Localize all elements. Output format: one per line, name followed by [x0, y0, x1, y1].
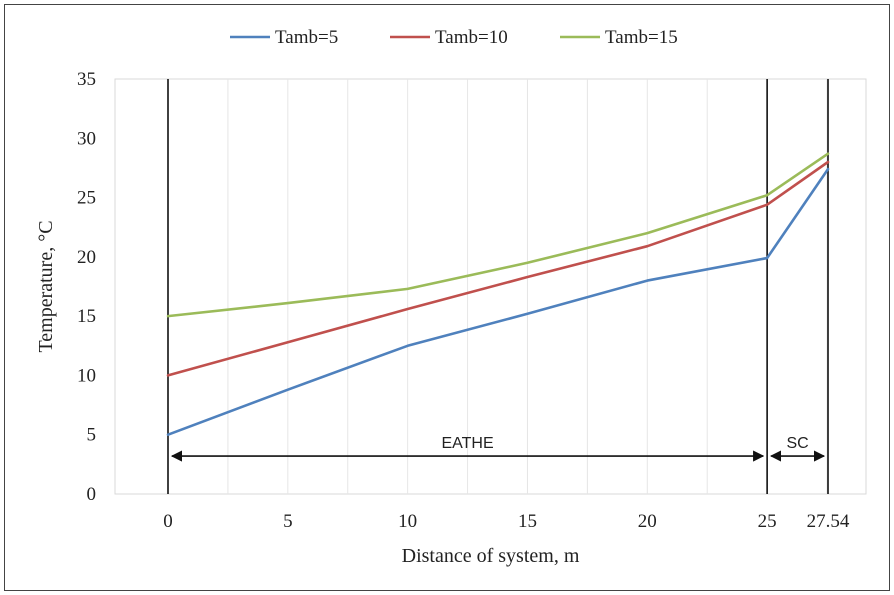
- grid-lines: [167, 79, 828, 494]
- vertical-markers: [167, 79, 829, 494]
- legend-label-3: Tamb=15: [605, 27, 678, 48]
- x-tick-label: 10: [398, 511, 417, 532]
- y-tick-label: 5: [87, 425, 97, 446]
- x-tick-label: 15: [518, 511, 537, 532]
- annotation-label: EATHE: [441, 435, 493, 452]
- x-tick-label: 20: [638, 511, 657, 532]
- series-line-1: [166, 167, 830, 437]
- y-tick-label: 35: [77, 69, 96, 90]
- y-axis-title: Temperature, °C: [35, 220, 57, 352]
- legend: Tamb=5 Tamb=10 Tamb=15: [230, 27, 678, 48]
- legend-label-2: Tamb=10: [435, 27, 508, 48]
- annotations: EATHE SC: [170, 435, 826, 462]
- x-tick-label: 5: [283, 511, 293, 532]
- y-tick-label: 0: [87, 484, 97, 505]
- y-tick-label: 20: [77, 247, 96, 268]
- series-group: [166, 152, 830, 437]
- annotation-label: SC: [786, 435, 808, 452]
- series-line-2: [166, 160, 830, 377]
- y-tick-label: 25: [77, 188, 96, 209]
- x-axis-title: Distance of system, m: [402, 545, 580, 567]
- x-tick-label: 25: [758, 511, 777, 532]
- series-line-3: [166, 152, 830, 318]
- x-tick-label: 0: [163, 511, 173, 532]
- x-axis-ticks: 0 5 10 15 20 25 27.54: [163, 511, 850, 532]
- y-tick-label: 10: [77, 365, 96, 386]
- y-tick-label: 30: [77, 128, 96, 149]
- x-tick-label: 27.54: [807, 511, 850, 532]
- y-axis-ticks: 0 5 10 15 20 25 30 35: [77, 69, 96, 505]
- legend-label-1: Tamb=5: [275, 27, 338, 48]
- y-tick-label: 15: [77, 306, 96, 327]
